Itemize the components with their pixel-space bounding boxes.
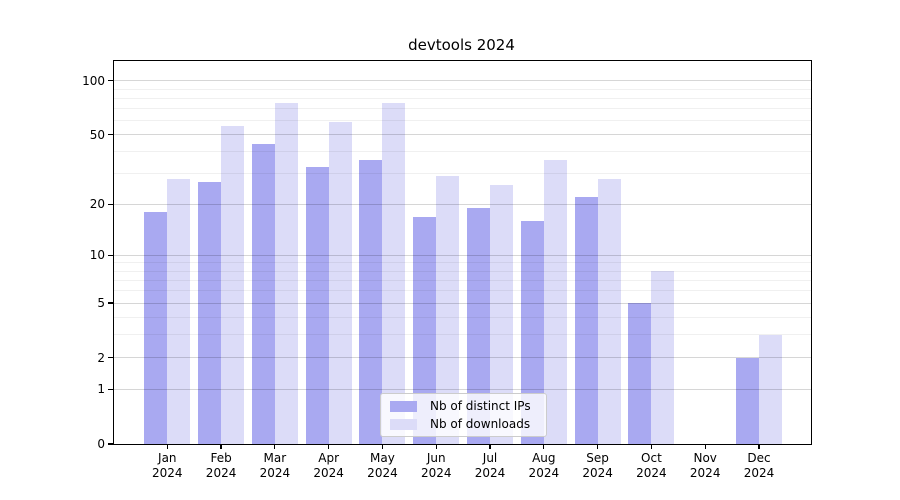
gridline-minor-60 (114, 120, 811, 122)
y-tick-label-5: 5 (97, 296, 105, 311)
y-tick-label-10: 10 (89, 248, 105, 263)
gridline-minor-6 (114, 290, 811, 292)
bar-nb-of-distinct-ips-apr-2024 (305, 166, 329, 444)
legend-swatch-downloads (390, 418, 417, 430)
gridline-minor-90 (114, 88, 811, 90)
bar-nb-of-downloads-may-2024 (382, 103, 406, 444)
x-tick-label-oct-2024: Oct 2024 (636, 451, 667, 480)
bar-nb-of-downloads-mar-2024 (274, 103, 298, 444)
bar-nb-of-distinct-ips-feb-2024 (198, 181, 222, 444)
y-tick-label-20: 20 (89, 197, 105, 212)
bar-nb-of-distinct-ips-sep-2024 (574, 197, 598, 444)
y-tick-mark-2 (107, 356, 113, 359)
plot-area: Nb of distinct IPs Nb of downloads 100 50… (82, 60, 812, 480)
y-tick-mark-100 (107, 80, 113, 82)
x-tick-label-nov-2024: Nov 2024 (689, 451, 721, 480)
x-tick-mark-jul-2024 (489, 444, 491, 449)
bar-nb-of-distinct-ips-jan-2024 (144, 212, 168, 444)
x-tick-label-aug-2024: Aug 2024 (528, 451, 560, 480)
x-tick-mark-mar-2024 (274, 444, 276, 449)
bar-nb-of-downloads-feb-2024 (221, 125, 245, 444)
gridline-minor-40 (114, 151, 811, 153)
x-tick-label-feb-2024: Feb 2024 (205, 451, 237, 480)
bar-nb-of-downloads-jan-2024 (167, 179, 191, 444)
legend-label-downloads: Nb of downloads (430, 417, 531, 431)
gridline-major-5 (114, 302, 811, 304)
x-tick-mark-dec-2024 (758, 444, 760, 449)
x-tick-label-jun-2024: Jun 2024 (420, 451, 452, 480)
x-tick-mark-aug-2024 (543, 444, 545, 449)
y-tick-mark-0 (107, 443, 113, 445)
x-tick-mark-feb-2024 (220, 444, 222, 449)
gridline-minor-7 (114, 279, 811, 281)
gridline-minor-8 (114, 270, 811, 272)
bar-nb-of-downloads-sep-2024 (597, 179, 621, 444)
x-tick-label-may-2024: May 2024 (367, 451, 398, 480)
gridline-minor-30 (114, 173, 811, 175)
legend-label-distinct-ips: Nb of distinct IPs (430, 399, 531, 413)
gridline-minor-80 (114, 97, 811, 99)
gridline-minor-4 (114, 316, 811, 318)
bar-nb-of-downloads-aug-2024 (543, 159, 567, 444)
y-tick-label-50: 50 (89, 127, 105, 142)
x-tick-label-dec-2024: Dec 2024 (743, 451, 775, 480)
bar-nb-of-downloads-oct-2024 (651, 271, 675, 444)
bar-nb-of-distinct-ips-aug-2024 (520, 221, 544, 444)
y-tick-label-0: 0 (97, 437, 105, 451)
legend-item-downloads: Nb of downloads (390, 417, 536, 431)
x-tick-mark-jun-2024 (435, 444, 437, 449)
y-tick-mark-5 (107, 302, 113, 304)
bar-nb-of-downloads-apr-2024 (328, 121, 352, 444)
x-tick-label-mar-2024: Mar 2024 (259, 451, 291, 480)
gridline-major-2 (114, 357, 811, 359)
gridline-major-10 (114, 254, 811, 256)
x-tick-mark-sep-2024 (597, 444, 599, 449)
y-tick-label-2: 2 (97, 350, 105, 365)
x-tick-label-jul-2024: Jul 2024 (474, 451, 506, 480)
x-tick-label-jan-2024: Jan 2024 (152, 451, 183, 480)
x-tick-mark-oct-2024 (650, 444, 652, 449)
bar-nb-of-downloads-jul-2024 (490, 184, 514, 444)
x-tick-mark-jan-2024 (166, 444, 168, 449)
gridline-minor-9 (114, 262, 811, 264)
x-tick-label-sep-2024: Sep 2024 (582, 451, 613, 480)
x-tick-mark-nov-2024 (704, 444, 706, 449)
gridline-major-20 (114, 203, 811, 205)
bar-nb-of-distinct-ips-jun-2024 (413, 216, 437, 444)
bar-nb-of-distinct-ips-dec-2024 (735, 357, 759, 444)
legend-item-distinct-ips: Nb of distinct IPs (390, 399, 536, 413)
x-tick-label-apr-2024: Apr 2024 (313, 451, 344, 480)
y-tick-mark-1 (107, 388, 113, 391)
chart-title: devtools 2024 (408, 36, 515, 54)
bar-nb-of-distinct-ips-may-2024 (359, 159, 383, 444)
y-tick-mark-10 (107, 254, 113, 256)
bar-nb-of-distinct-ips-jul-2024 (467, 208, 491, 444)
y-tick-mark-20 (107, 203, 113, 206)
y-tick-mark-50 (107, 134, 113, 136)
gridline-major-100 (114, 80, 811, 82)
bar-nb-of-downloads-dec-2024 (758, 334, 782, 444)
bar-nb-of-distinct-ips-oct-2024 (628, 303, 652, 444)
x-tick-mark-may-2024 (381, 444, 384, 449)
y-tick-label-1: 1 (97, 382, 105, 397)
y-tick-label-100: 100 (82, 73, 105, 88)
gridline-major-1 (114, 388, 811, 390)
bar-nb-of-distinct-ips-mar-2024 (251, 144, 275, 444)
legend: Nb of distinct IPs Nb of downloads (380, 393, 547, 437)
gridline-major-50 (114, 134, 811, 136)
legend-swatch-distinct-ips (390, 400, 417, 412)
x-tick-mark-apr-2024 (328, 444, 330, 449)
gridline-minor-70 (114, 108, 811, 110)
gridline-minor-3 (114, 334, 811, 336)
bar-nb-of-downloads-jun-2024 (436, 176, 460, 444)
